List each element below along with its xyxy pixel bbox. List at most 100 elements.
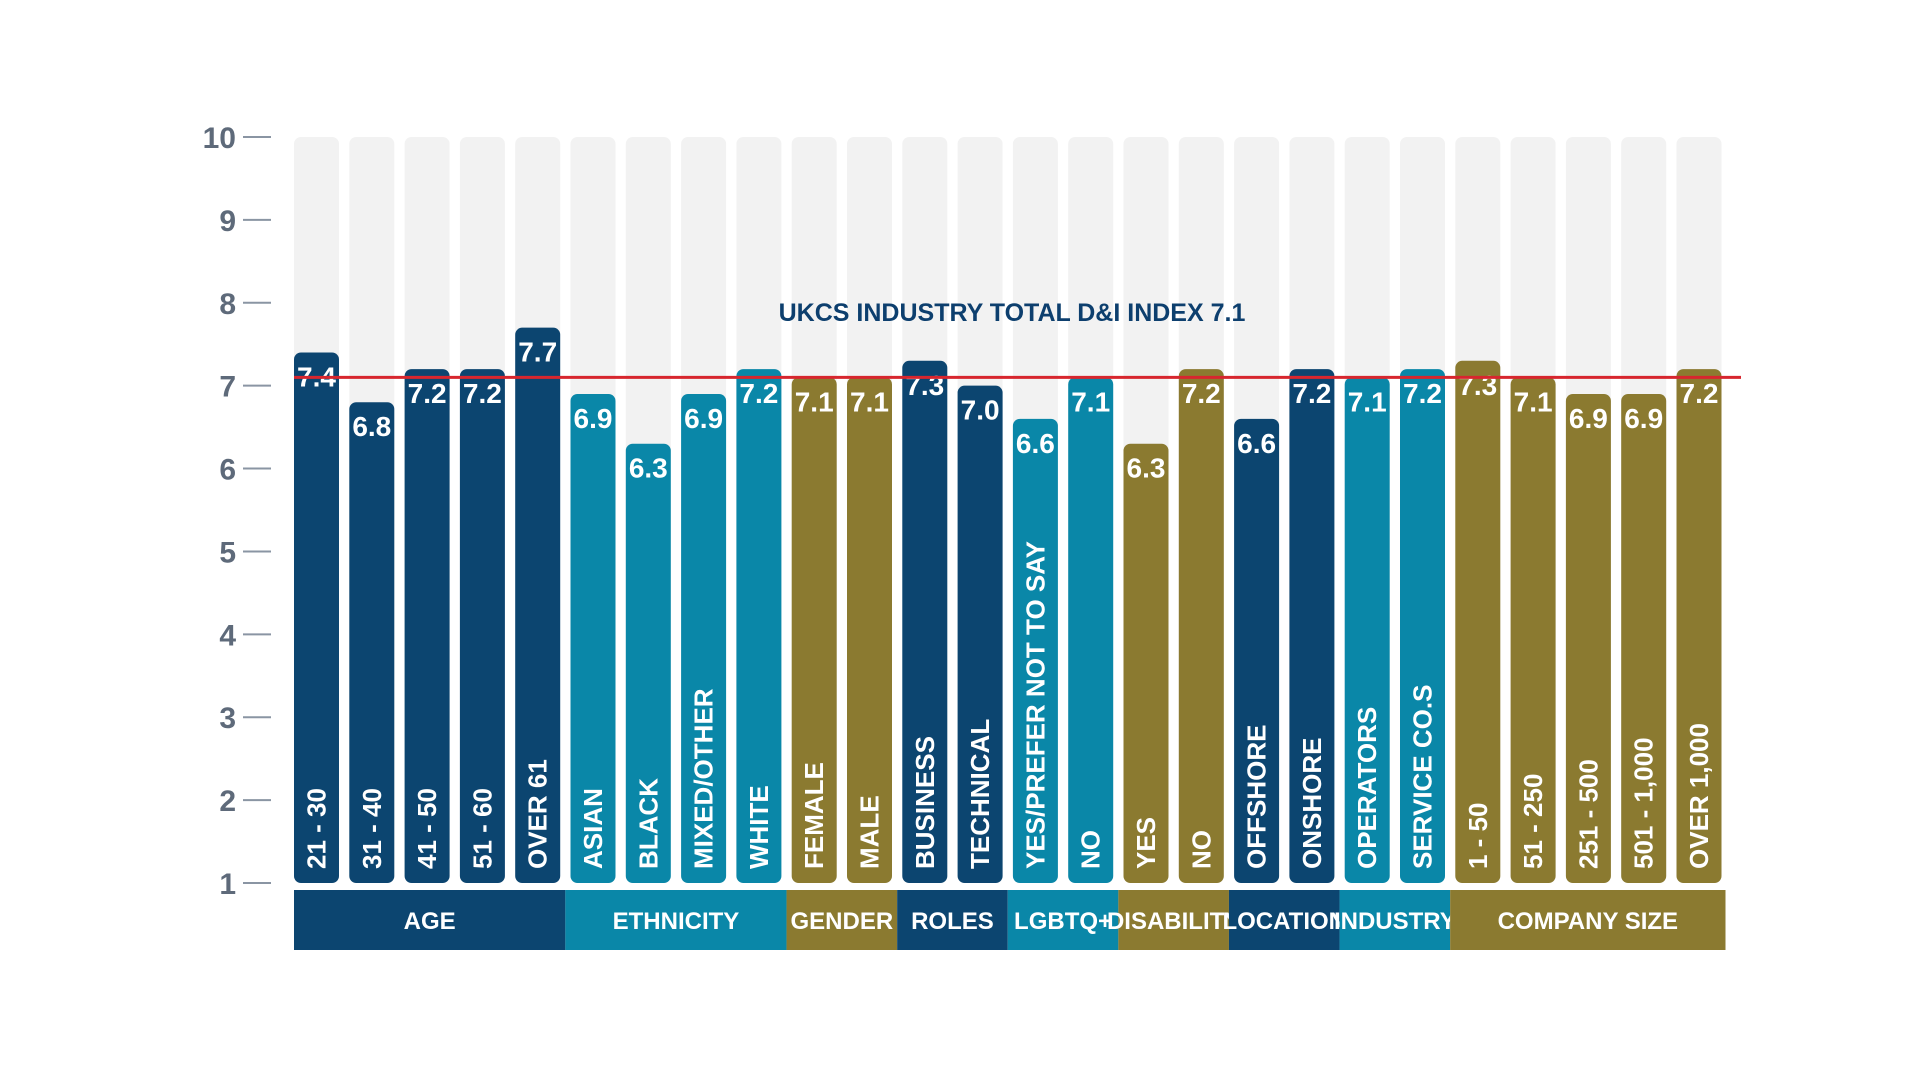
bar-value-label: 6.9	[574, 403, 613, 434]
group-band-rect	[1228, 890, 1340, 950]
bar	[459, 369, 505, 884]
category-label: 41 - 50	[412, 788, 442, 869]
category-label: TECHNICAL	[965, 719, 995, 869]
bar-value-label: 7.2	[408, 378, 447, 409]
category-label: NO	[1076, 830, 1106, 869]
category-label: WHITE	[744, 785, 774, 869]
y-tick-label: 9	[219, 205, 236, 238]
bar-value-label: 7.3	[905, 370, 944, 401]
bar-group: 6.6 YES/PREFER NOT TO SAY	[1012, 137, 1058, 883]
bar-value-label: 7.2	[1292, 378, 1331, 409]
group-band: DISABILITY	[1107, 890, 1240, 950]
category-label: 51 - 250	[1518, 774, 1548, 869]
group-band: ETHNICITY	[565, 890, 787, 950]
bar-value-label: 6.9	[1624, 403, 1663, 434]
bar-value-label: 7.2	[1182, 378, 1221, 409]
bar-value-label: 6.9	[1569, 403, 1608, 434]
bar-group: 6.9 MIXED/OTHER	[681, 137, 727, 883]
group-band-rect	[1118, 890, 1229, 950]
bar	[1344, 377, 1390, 883]
group-label: LGBTQ+	[1014, 908, 1112, 935]
bar-group: 7.3 1 - 50	[1455, 137, 1501, 883]
bar-value-label: 6.9	[684, 403, 723, 434]
bar-group: 7.2 OVER 1,000	[1676, 137, 1722, 884]
bar	[681, 393, 727, 883]
category-label: 501 - 1,000	[1629, 737, 1659, 869]
bar	[1565, 393, 1611, 883]
bar-group: 7.2 NO	[1178, 137, 1224, 884]
y-tick-label: 1	[219, 868, 236, 901]
reference-line-label: UKCS INDUSTRY TOTAL D&I INDEX 7.1	[779, 299, 1246, 327]
y-axis: 1 2 3 4 5 6 7 8 9 10	[203, 122, 271, 901]
bar-group: 7.1 OPERATORS	[1344, 137, 1390, 883]
y-tick-label: 7	[219, 371, 236, 404]
y-tick-label: 2	[219, 785, 236, 818]
category-label: YES	[1131, 817, 1161, 869]
category-label: OVER 61	[523, 759, 553, 869]
bar-group: 7.2 41 - 50	[404, 137, 450, 884]
group-band-rect	[294, 890, 566, 950]
bar	[736, 369, 782, 884]
bar	[1455, 360, 1501, 883]
bar-value-label: 6.6	[1016, 428, 1055, 459]
bar-group: 7.2 ONSHORE	[1289, 137, 1335, 884]
bar-group: 7.2 WHITE	[736, 137, 782, 884]
category-label: SERVICE CO.S	[1408, 685, 1438, 869]
bar-value-label: 7.1	[850, 386, 889, 417]
bar-value-label: 6.8	[352, 411, 391, 442]
category-label: MALE	[855, 795, 885, 869]
bar	[1676, 369, 1722, 884]
bar	[1234, 418, 1280, 883]
category-label: YES/PREFER NOT TO SAY	[1020, 541, 1050, 869]
bar	[1400, 369, 1445, 884]
category-label: 21 - 30	[302, 788, 332, 869]
group-band: LGBTQ+	[1007, 890, 1119, 950]
bar	[404, 369, 450, 884]
y-tick-label: 5	[219, 536, 236, 569]
bar	[1178, 369, 1224, 884]
group-band-rect	[1450, 890, 1726, 950]
bar-group: 7.3 BUSINESS	[902, 137, 948, 883]
group-label: COMPANY SIZE	[1498, 908, 1678, 935]
bar	[294, 352, 339, 883]
bar-value-label: 7.2	[463, 378, 502, 409]
group-label: DISABILITY	[1107, 908, 1240, 935]
bar-group: 7.2 SERVICE CO.S	[1400, 137, 1445, 884]
category-label: OFFSHORE	[1242, 725, 1272, 869]
bar	[1510, 377, 1556, 883]
category-label: BLACK	[633, 778, 663, 869]
bar-value-label: 7.1	[795, 386, 834, 417]
bar	[1012, 418, 1058, 883]
bar	[570, 393, 616, 883]
bar-group: 6.9 501 - 1,000	[1621, 137, 1667, 883]
bar	[957, 385, 1003, 883]
group-label: LOCATION	[1222, 908, 1346, 935]
bar-group: 7.2 51 - 60	[459, 137, 505, 884]
bar-value-label: 7.1	[1071, 386, 1110, 417]
group-band-rect	[1007, 890, 1119, 950]
bar-group: 7.1 FEMALE	[791, 137, 837, 883]
bar-group: 7.1 NO	[1068, 137, 1114, 883]
bar-group: 6.9 ASIAN	[570, 137, 616, 883]
bar-value-label: 6.3	[1127, 453, 1166, 484]
bar	[515, 327, 561, 884]
category-label: MIXED/OTHER	[689, 688, 719, 869]
group-label: AGE	[404, 908, 456, 935]
bar-value-label: 7.3	[1458, 370, 1497, 401]
reference-line-group: UKCS INDUSTRY TOTAL D&I INDEX 7.1	[294, 299, 1741, 379]
bar-group: 7.1 51 - 250	[1510, 137, 1556, 883]
category-label: 31 - 40	[357, 788, 387, 869]
bar	[1621, 393, 1667, 883]
category-label: 251 - 500	[1573, 759, 1603, 869]
group-band: AGE	[294, 890, 566, 950]
group-label: ETHNICITY	[613, 908, 740, 935]
group-band: ROLES	[897, 890, 1008, 950]
bar	[1289, 369, 1335, 884]
category-label: 51 - 60	[467, 788, 497, 869]
bar-group: 6.8 31 - 40	[349, 137, 395, 883]
bar	[1123, 443, 1169, 883]
bar-value-label: 7.0	[961, 395, 1000, 426]
bar	[349, 402, 395, 883]
group-band: GENDER	[786, 890, 898, 950]
bar-group: 7.0 TECHNICAL	[957, 137, 1003, 883]
